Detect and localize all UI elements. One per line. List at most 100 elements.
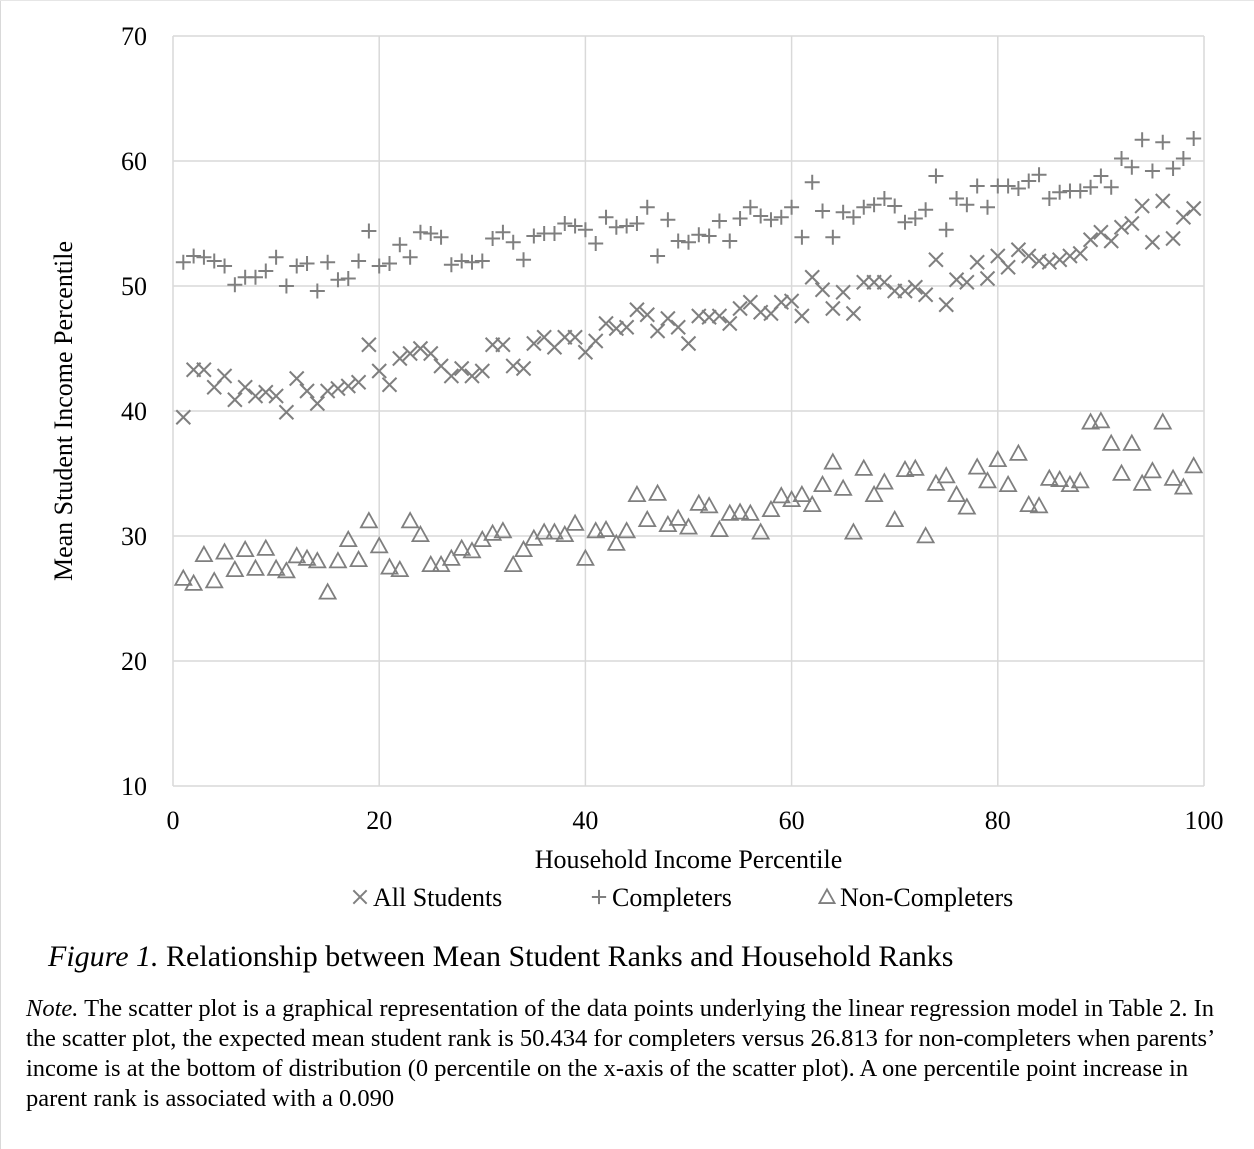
data-point-non-completers	[369, 536, 389, 554]
y-tick-label: 30	[121, 522, 147, 551]
data-point-completers	[1186, 131, 1202, 146]
data-point-all-students-stroke	[330, 380, 346, 397]
data-point-non-completers	[194, 544, 214, 563]
data-point-all-students	[268, 388, 284, 404]
data-point-all-students-stroke	[660, 310, 676, 327]
legend-marker-all-students	[352, 889, 368, 905]
data-point-non-completers	[1050, 469, 1070, 488]
data-point-all-students-stroke	[1113, 219, 1130, 235]
data-point-non-completers	[668, 508, 688, 526]
figure-caption: Figure 1. Relationship between Mean Stud…	[48, 940, 953, 974]
page-left-border	[0, 0, 1, 1149]
legend-item-completers: Completers	[591, 883, 732, 912]
data-point-all-students-stroke	[433, 358, 449, 374]
data-point-all-students-stroke	[959, 274, 975, 290]
data-point-completers	[722, 233, 738, 249]
data-point-all-students-stroke	[299, 383, 315, 399]
data-point-completers	[887, 198, 903, 214]
data-point-completers	[412, 224, 428, 240]
data-point-all-students	[237, 379, 253, 395]
data-point-non-completers	[1173, 477, 1193, 495]
data-point-all-students-stroke	[1000, 259, 1016, 275]
data-point-all-students	[1093, 224, 1109, 240]
data-point-all-students	[845, 305, 862, 322]
data-point-non-completers	[936, 466, 956, 484]
data-point-non-completers	[1081, 412, 1101, 430]
page-top-border	[0, 0, 1254, 1]
figure-note: Note. The scatter plot is a graphical re…	[26, 994, 1226, 1114]
data-point-non-completers	[864, 484, 884, 503]
data-point-non-completers	[833, 478, 853, 496]
data-point-all-students-stroke	[1103, 233, 1119, 249]
data-point-all-students	[979, 270, 996, 287]
data-point-all-students	[247, 388, 264, 404]
data-point-non-completers	[998, 474, 1018, 493]
data-point-non-completers	[338, 529, 358, 548]
data-point-completers	[1072, 183, 1088, 199]
data-point-non-completers	[771, 486, 791, 504]
data-point-completers	[876, 191, 892, 206]
data-point-all-students	[907, 279, 924, 295]
legend-item-non-completers: Non-Completers	[817, 883, 1013, 912]
data-point-completers	[938, 222, 954, 238]
data-point-all-students-stroke	[495, 337, 511, 353]
x-tick-label: 0	[167, 806, 180, 835]
data-point-all-students-stroke	[381, 377, 398, 393]
data-point-all-students	[330, 380, 346, 397]
data-point-completers	[278, 278, 294, 294]
data-point-completers	[1093, 168, 1109, 184]
data-point-non-completers	[441, 548, 461, 566]
data-point-non-completers	[297, 548, 317, 566]
data-point-all-students	[938, 297, 954, 313]
data-point-completers	[608, 219, 624, 235]
data-point-all-students-stroke	[907, 279, 924, 295]
series-non-completers	[173, 411, 1204, 600]
data-point-non-completers	[627, 484, 647, 503]
data-point-non-completers	[452, 538, 472, 556]
y-tick-label: 40	[121, 397, 147, 426]
data-point-completers	[206, 253, 222, 269]
data-point-completers	[196, 249, 212, 265]
data-point-all-students	[825, 300, 841, 317]
series-completers	[175, 131, 1202, 299]
data-point-non-completers	[318, 582, 338, 600]
data-point-all-students	[495, 337, 511, 353]
data-point-all-students	[361, 337, 377, 353]
data-point-all-students-stroke	[783, 293, 800, 309]
data-point-all-students-stroke	[588, 333, 604, 349]
data-point-all-students	[340, 378, 356, 394]
legend-marker-completers	[591, 889, 607, 905]
data-point-all-students	[670, 319, 686, 335]
data-point-non-completers	[1019, 494, 1039, 513]
gridlines	[173, 35, 1205, 786]
data-point-non-completers	[1142, 461, 1162, 479]
data-point-completers	[454, 253, 470, 269]
data-point-all-students-stroke	[1134, 198, 1150, 214]
data-point-all-students	[464, 368, 480, 384]
data-point-non-completers	[493, 521, 513, 539]
data-point-all-students	[258, 384, 274, 400]
data-point-completers	[392, 237, 408, 253]
data-point-non-completers	[534, 522, 554, 540]
data-point-all-students-stroke	[742, 294, 759, 310]
data-point-all-students-stroke	[948, 272, 965, 288]
data-point-non-completers	[1101, 433, 1121, 451]
data-point-non-completers	[472, 529, 492, 548]
data-point-all-students-stroke	[443, 368, 460, 384]
legend-marker-non-completers	[817, 887, 837, 904]
data-point-completers	[505, 234, 521, 250]
data-point-completers	[1052, 184, 1068, 200]
data-point-all-students	[794, 308, 810, 324]
data-point-non-completers	[431, 554, 451, 573]
data-point-completers	[402, 249, 418, 265]
data-point-non-completers	[761, 499, 781, 518]
data-point-all-students	[196, 362, 212, 378]
data-point-completers	[546, 226, 562, 241]
data-point-all-students-stroke	[237, 379, 253, 395]
data-point-all-students	[278, 404, 295, 420]
data-point-non-completers	[421, 554, 441, 573]
data-point-all-students	[350, 374, 367, 390]
data-point-completers	[1124, 159, 1140, 175]
data-point-completers	[619, 218, 635, 234]
data-point-all-students-stroke	[701, 309, 717, 325]
